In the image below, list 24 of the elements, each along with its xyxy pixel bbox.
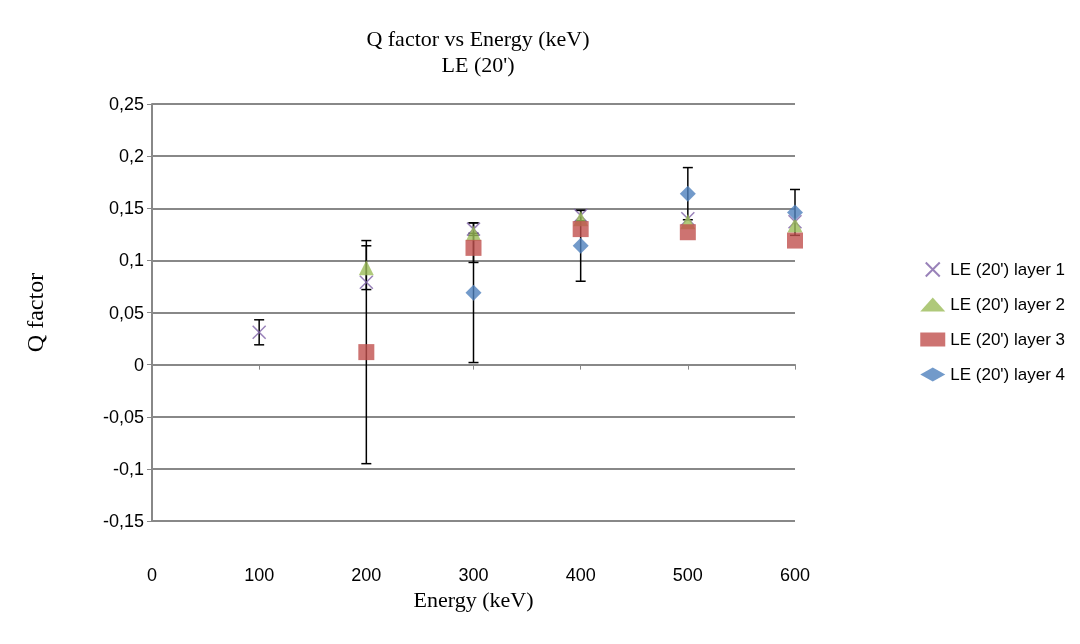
y-tick-label: 0: [133, 354, 144, 375]
legend-label: LE (20') layer 2: [950, 295, 1066, 314]
y-tick-label: 0,05: [108, 302, 144, 323]
x-axis-title: Energy (keV): [413, 587, 534, 613]
y-tick-label: 0,15: [108, 198, 144, 219]
y-tick-label: -0,05: [102, 406, 144, 427]
x-tick-label: 0: [146, 565, 158, 585]
y-axis-title: Q factor: [22, 272, 48, 353]
legend-label: LE (20') layer 4: [950, 365, 1066, 384]
legend-label: LE (20') layer 1: [950, 260, 1066, 279]
y-tick-label: 0,1: [118, 250, 144, 271]
x-tick-label: 200: [351, 565, 382, 585]
x-tick-label: 100: [244, 565, 275, 585]
y-tick-label: -0,15: [102, 511, 144, 531]
legend-label: LE (20') layer 3: [950, 330, 1066, 349]
y-tick-label: 0,2: [118, 146, 144, 167]
x-tick-label: 300: [458, 565, 489, 585]
chart-title: Q factor vs Energy (keV): [366, 25, 590, 51]
x-tick-label: 600: [779, 565, 811, 585]
y-tick-label: -0,1: [112, 458, 144, 479]
x-tick-label: 500: [672, 565, 703, 585]
x-tick-label: 400: [565, 565, 596, 585]
chart-subtitle: LE (20'): [441, 51, 515, 77]
y-tick-label: 0,25: [108, 94, 144, 114]
